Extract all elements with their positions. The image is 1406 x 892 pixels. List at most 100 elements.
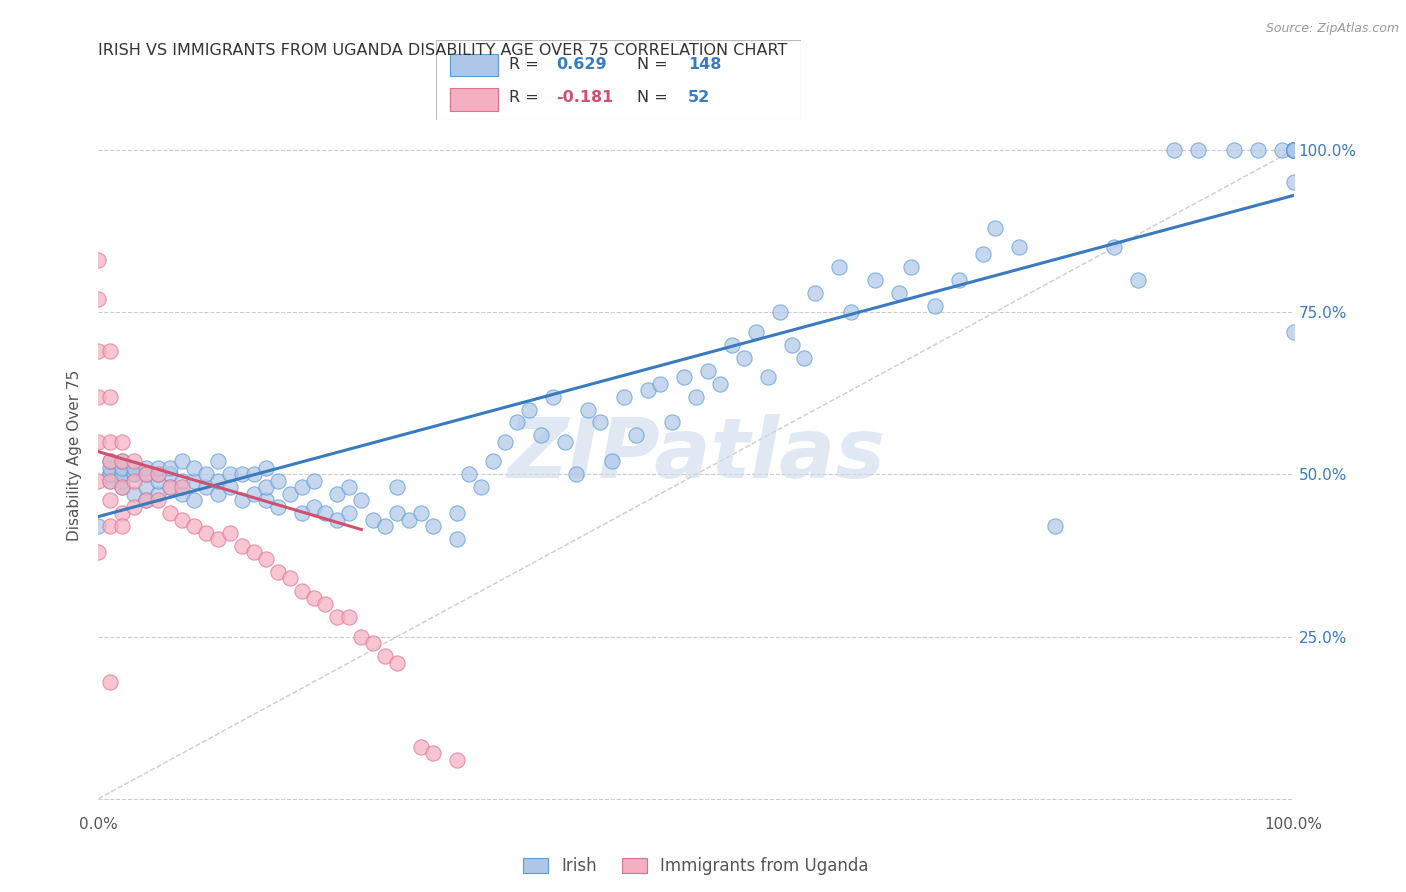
- Point: [326, 487, 349, 501]
- Point: [411, 739, 433, 754]
- Point: [481, 454, 505, 468]
- Point: [446, 533, 468, 547]
- Point: [458, 467, 481, 482]
- Point: [254, 551, 277, 566]
- Text: IRISH VS IMMIGRANTS FROM UGANDA DISABILITY AGE OVER 75 CORRELATION CHART: IRISH VS IMMIGRANTS FROM UGANDA DISABILI…: [98, 43, 787, 58]
- Point: [254, 461, 277, 475]
- Point: [1246, 143, 1268, 157]
- Point: [194, 480, 218, 494]
- Point: [87, 253, 110, 268]
- Point: [350, 630, 373, 644]
- Point: [350, 493, 373, 508]
- Point: [98, 493, 122, 508]
- Text: Source: ZipAtlas.com: Source: ZipAtlas.com: [1265, 22, 1399, 36]
- Point: [326, 610, 349, 624]
- Point: [111, 467, 134, 482]
- Point: [159, 506, 181, 520]
- Point: [1187, 143, 1209, 157]
- Point: [183, 474, 205, 488]
- Point: [148, 487, 170, 501]
- Point: [172, 474, 194, 488]
- Point: [148, 461, 170, 475]
- Point: [374, 519, 396, 533]
- Point: [1282, 143, 1305, 157]
- Point: [98, 474, 122, 488]
- Point: [385, 656, 409, 670]
- Legend: Irish, Immigrants from Uganda: Irish, Immigrants from Uganda: [516, 851, 876, 882]
- Point: [626, 428, 648, 442]
- Point: [194, 525, 218, 540]
- Point: [219, 525, 242, 540]
- Point: [446, 753, 468, 767]
- Point: [98, 474, 122, 488]
- Point: [733, 351, 755, 365]
- Point: [111, 467, 134, 482]
- Point: [159, 467, 181, 482]
- Point: [326, 513, 349, 527]
- Point: [721, 337, 744, 351]
- Point: [470, 480, 492, 494]
- Point: [98, 390, 122, 404]
- Point: [98, 467, 122, 482]
- Point: [87, 344, 110, 359]
- Point: [924, 299, 946, 313]
- Point: [374, 648, 396, 663]
- Point: [828, 260, 851, 274]
- Bar: [450, 54, 498, 77]
- Point: [124, 487, 146, 501]
- Point: [183, 493, 205, 508]
- Point: [172, 454, 194, 468]
- Point: [291, 480, 314, 494]
- Point: [135, 467, 157, 482]
- Point: [339, 610, 360, 624]
- Point: [98, 434, 122, 449]
- Point: [1282, 143, 1305, 157]
- Point: [1163, 143, 1185, 157]
- Point: [613, 390, 636, 404]
- Point: [1282, 143, 1305, 157]
- Point: [111, 454, 134, 468]
- Point: [302, 591, 325, 605]
- Point: [111, 480, 134, 494]
- Point: [98, 519, 122, 533]
- Point: [768, 305, 790, 319]
- Point: [124, 461, 146, 475]
- Point: [841, 305, 863, 319]
- Point: [984, 220, 1007, 235]
- Point: [363, 636, 385, 650]
- Point: [231, 493, 253, 508]
- Point: [159, 480, 181, 494]
- Point: [111, 480, 134, 494]
- Point: [124, 454, 146, 468]
- Point: [111, 461, 134, 475]
- Point: [446, 506, 468, 520]
- Point: [278, 487, 301, 501]
- Point: [1282, 143, 1305, 157]
- Point: [231, 539, 253, 553]
- Point: [339, 506, 360, 520]
- Point: [124, 474, 146, 488]
- Text: R =: R =: [509, 57, 544, 71]
- Point: [385, 480, 409, 494]
- Point: [243, 467, 266, 482]
- Point: [554, 434, 576, 449]
- Point: [267, 500, 290, 514]
- Point: [267, 474, 290, 488]
- Point: [411, 506, 433, 520]
- Point: [243, 487, 266, 501]
- Point: [756, 370, 779, 384]
- Point: [1282, 143, 1305, 157]
- Point: [135, 493, 157, 508]
- Point: [302, 474, 325, 488]
- Point: [1282, 143, 1305, 157]
- Point: [1282, 143, 1305, 157]
- Text: 148: 148: [688, 57, 721, 71]
- Point: [98, 467, 122, 482]
- Point: [87, 292, 110, 306]
- Point: [576, 402, 599, 417]
- Point: [1282, 143, 1305, 157]
- Text: 52: 52: [688, 90, 710, 105]
- Text: 0.629: 0.629: [557, 57, 607, 71]
- Point: [87, 474, 110, 488]
- Point: [148, 474, 170, 488]
